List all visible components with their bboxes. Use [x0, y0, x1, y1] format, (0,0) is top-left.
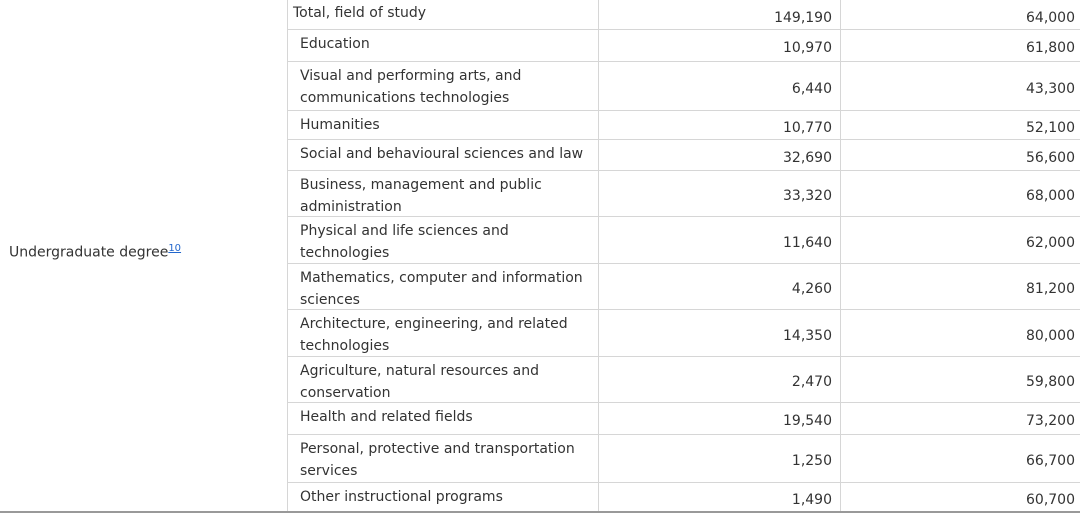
field-of-study: Business, management and public administ… — [300, 177, 542, 215]
field-of-study: Total, field of study — [293, 5, 427, 21]
graduate-count: 19,540 — [783, 413, 832, 429]
row-border — [287, 434, 1080, 435]
graduate-count: 14,350 — [783, 327, 832, 344]
graduate-count: 32,690 — [783, 149, 832, 166]
median-income: 68,000 — [1026, 188, 1075, 204]
table-bottom-border — [0, 511, 1080, 513]
row-border — [287, 263, 1080, 264]
graduate-count: 10,770 — [783, 119, 832, 136]
graduate-count: 1,490 — [791, 491, 832, 508]
median-income: 64,000 — [1026, 9, 1075, 26]
median-income: 62,000 — [1026, 234, 1075, 251]
graduate-count: 33,320 — [783, 188, 832, 204]
column-border — [840, 0, 841, 512]
field-of-study: Social and behavioural sciences and law — [300, 146, 584, 162]
field-of-study: Agriculture, natural resources and conse… — [300, 363, 540, 401]
graduate-count: 10,970 — [783, 40, 832, 56]
row-border — [287, 482, 1080, 483]
field-of-study: Mathematics, computer and information sc… — [300, 270, 583, 308]
median-income: 80,000 — [1026, 327, 1075, 344]
field-of-study: Personal, protective and transportation … — [300, 441, 575, 479]
field-of-study: Health and related fields — [300, 409, 473, 425]
median-income: 81,200 — [1026, 281, 1075, 297]
median-income: 73,200 — [1026, 413, 1075, 429]
median-income: 66,700 — [1026, 453, 1075, 469]
graduate-count: 11,640 — [783, 234, 832, 251]
row-border — [287, 356, 1080, 357]
graduate-count: 4,260 — [791, 281, 832, 297]
group-label-cell: Undergraduate degree10 — [9, 243, 181, 261]
median-income: 56,600 — [1026, 149, 1075, 166]
row-border — [287, 309, 1080, 310]
median-income: 59,800 — [1026, 374, 1075, 390]
row-border — [287, 110, 1080, 111]
field-of-study: Education — [300, 36, 370, 52]
median-income: 60,700 — [1026, 491, 1075, 508]
row-border — [287, 216, 1080, 217]
row-border — [287, 29, 1080, 30]
field-of-study: Visual and performing arts, and communic… — [300, 68, 522, 106]
graduate-count: 2,470 — [791, 374, 832, 390]
row-border — [287, 170, 1080, 171]
field-of-study: Other instructional programs — [300, 489, 503, 505]
median-income: 43,300 — [1026, 80, 1075, 97]
field-of-study: Architecture, engineering, and related t… — [300, 316, 568, 354]
field-of-study: Humanities — [300, 117, 380, 133]
column-border — [598, 0, 599, 512]
graduate-count: 6,440 — [791, 80, 832, 97]
graduate-count: 149,190 — [774, 9, 832, 26]
row-border — [287, 139, 1080, 140]
median-income: 61,800 — [1026, 40, 1075, 56]
graduate-count: 1,250 — [791, 453, 832, 469]
row-border — [287, 402, 1080, 403]
median-income: 52,100 — [1026, 119, 1075, 136]
field-of-study: Physical and life sciences and technolog… — [300, 223, 509, 261]
footnote-link[interactable]: 10 — [168, 243, 182, 254]
row-border — [287, 61, 1080, 62]
column-border — [287, 0, 288, 512]
group-label: Undergraduate degree — [9, 244, 169, 261]
